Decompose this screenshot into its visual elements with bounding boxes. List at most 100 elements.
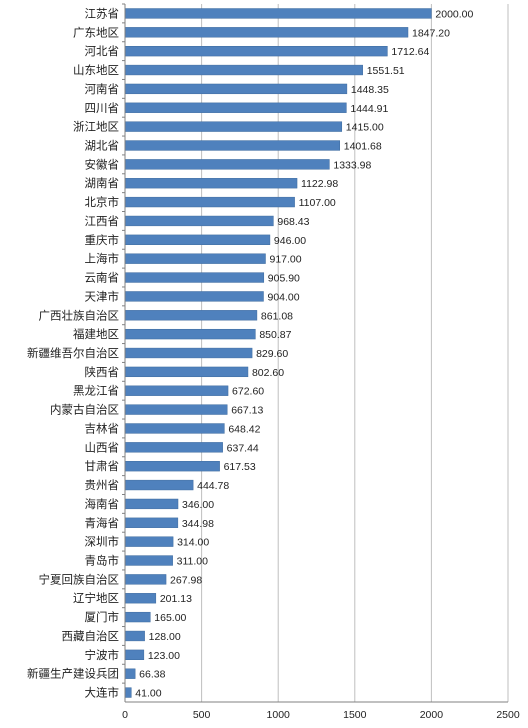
category-label: 湖南省 [85,176,120,190]
data-label: 1107.00 [299,197,336,209]
data-label: 123.00 [148,650,180,662]
category-label: 河南省 [85,82,120,96]
category-label: 山西省 [85,441,120,454]
axes [122,3,508,703]
bar [124,442,223,453]
category-label: 广东地区 [73,26,119,39]
data-label: 946.00 [274,235,306,247]
category-label: 甘肃省 [85,460,120,473]
data-label: 1333.98 [333,159,371,171]
data-label: 1401.68 [344,140,382,152]
bar [124,272,265,283]
bar [124,385,229,396]
category-label: 西藏自治区 [62,629,120,643]
bar [124,121,343,132]
x-tick-label: 500 [193,709,211,721]
bar [124,328,256,340]
data-label: 344.98 [182,518,214,530]
category-label: 海南省 [85,497,120,511]
data-label: 2000.00 [435,8,473,20]
data-label: 267.98 [170,574,202,586]
bar [124,404,228,415]
bar [124,517,179,528]
data-label: 1551.51 [367,65,405,77]
data-label: 1712.64 [391,46,429,58]
data-label: 905.90 [268,273,300,285]
data-label: 861.08 [261,310,293,322]
data-label: 637.44 [227,442,259,454]
bar [124,536,174,547]
data-label: 128.00 [149,631,181,643]
category-label: 重庆市 [85,233,120,247]
x-tick-label: 2000 [420,709,444,721]
data-label: 802.60 [252,367,284,379]
category-label: 厦门市 [85,610,120,624]
data-label: 672.60 [232,386,264,398]
data-label: 41.00 [135,688,161,700]
data-label: 346.00 [182,499,214,511]
x-tick-label: 0 [122,709,128,721]
category-label: 山东地区 [73,64,119,77]
bar [124,234,271,245]
category-label: 河北省 [85,45,120,58]
category-label: 新疆维吾尔自治区 [27,346,119,360]
category-label: 云南省 [85,271,120,285]
data-label: 904.00 [267,291,299,303]
bar [124,8,432,19]
bar [124,479,194,491]
bar [124,27,409,38]
bar [124,461,220,472]
data-label: 1415.00 [346,122,384,134]
bar [124,423,225,434]
bar [124,593,157,604]
bar [124,64,363,76]
data-label: 850.87 [259,329,291,341]
category-label: 陕西省 [85,365,120,379]
bar [124,649,145,660]
bar [124,310,258,321]
bar [124,611,151,623]
bar [124,574,167,585]
value-labels: 2000.00 1847.20 1712.64 1551.51 1448.35 1444.… [135,8,473,699]
category-label: 福建地区 [73,327,119,341]
category-label: 青岛市 [85,554,120,568]
category-label: 黑龙江省 [73,385,119,398]
bars [124,8,432,698]
category-label: 青海省 [85,516,120,530]
data-label: 667.13 [231,405,263,417]
category-label: 贵州省 [85,479,120,492]
data-label: 314.00 [177,537,209,549]
x-tick-label: 1500 [343,709,367,721]
data-label: 165.00 [154,612,186,624]
bar [124,215,274,227]
x-tick-label: 1000 [267,709,291,721]
bar [124,83,348,95]
category-label: 江西省 [85,215,120,228]
bar [124,347,253,359]
x-tick-labels: 0 500 1000 1500 2000 2500 [122,709,520,721]
category-label: 辽宁地区 [73,591,119,605]
bar [124,498,179,510]
data-label: 1448.35 [351,84,389,96]
data-label: 1444.91 [350,103,388,115]
bar [124,159,330,170]
category-label: 深圳市 [85,535,120,549]
data-label: 648.42 [228,423,260,435]
data-label: 66.38 [139,669,165,681]
data-label: 311.00 [177,556,208,568]
bar [124,555,173,566]
category-label: 上海市 [85,252,120,266]
x-tick-label: 2500 [496,709,520,721]
data-label: 1847.20 [412,27,450,39]
bar [124,46,388,57]
data-label: 968.43 [277,216,309,228]
bar [124,102,347,113]
category-label: 天津市 [85,289,120,303]
bar [124,687,132,698]
category-label: 湖北省 [85,138,120,152]
bar [124,178,298,189]
category-label: 吉林省 [85,421,120,435]
category-label: 新疆生产建设兵团 [27,667,119,681]
data-label: 444.78 [197,480,229,492]
